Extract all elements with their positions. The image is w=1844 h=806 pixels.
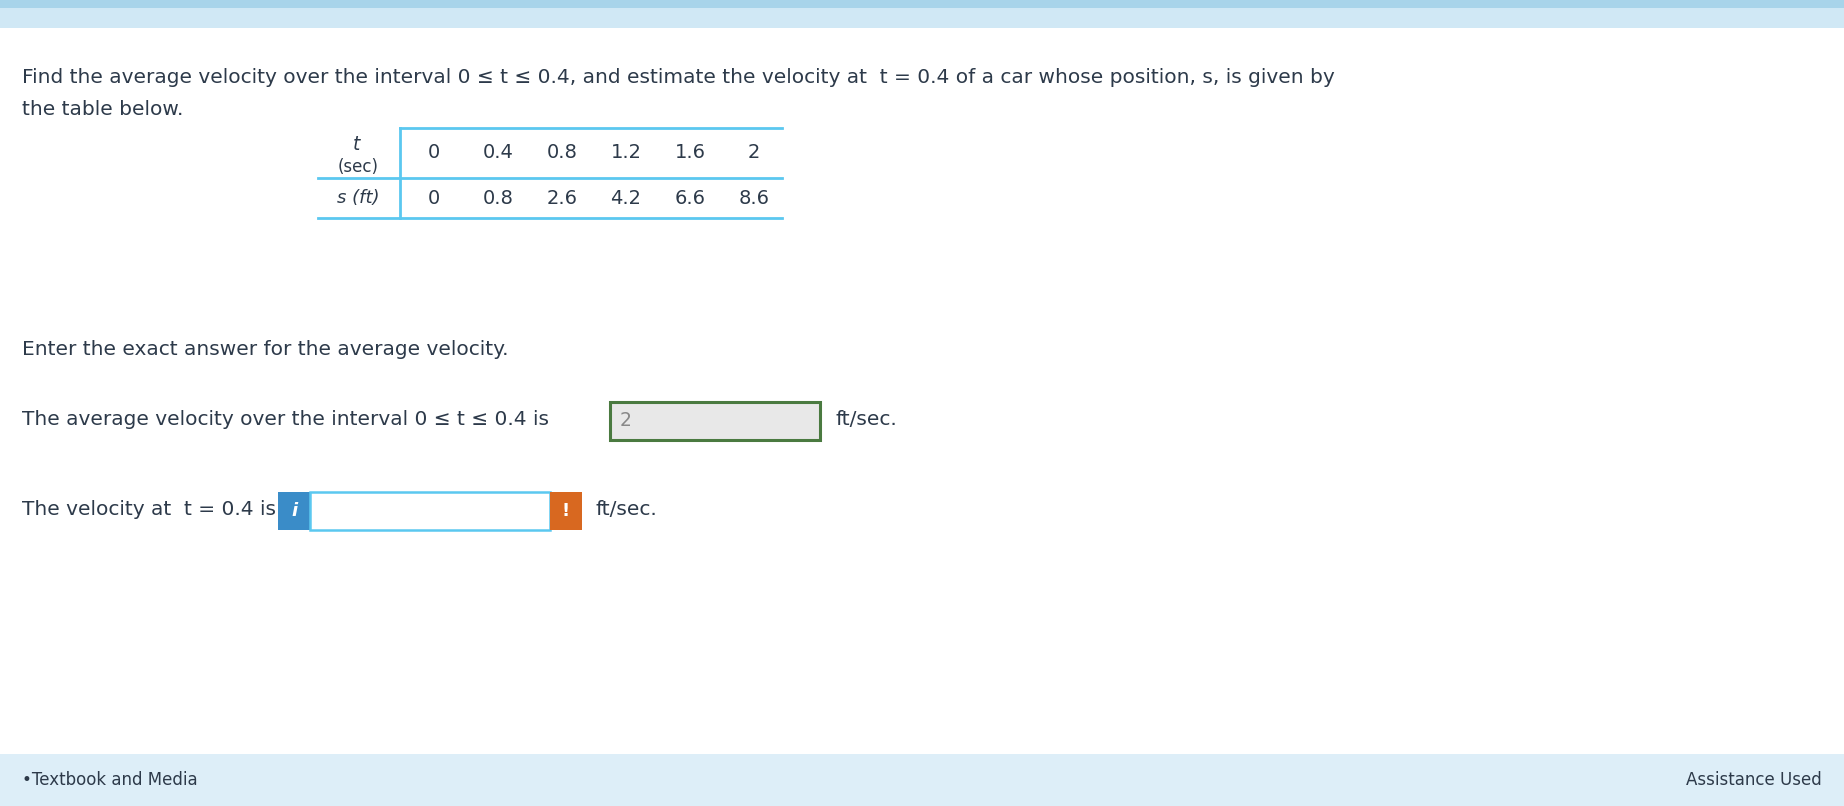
Text: 0: 0 xyxy=(428,189,441,207)
Text: 6.6: 6.6 xyxy=(675,189,706,207)
Bar xyxy=(310,492,550,530)
Text: 1.2: 1.2 xyxy=(610,143,642,163)
Text: the table below.: the table below. xyxy=(22,100,183,119)
Bar xyxy=(610,402,821,440)
Text: 2: 2 xyxy=(749,143,760,163)
Text: Enter the exact answer for the average velocity.: Enter the exact answer for the average v… xyxy=(22,340,509,359)
Text: !: ! xyxy=(562,502,570,520)
Text: The velocity at  t = 0.4 is: The velocity at t = 0.4 is xyxy=(22,500,277,519)
Bar xyxy=(0,0,1844,8)
Text: The average velocity over the interval 0 ≤ t ≤ 0.4 is: The average velocity over the interval 0… xyxy=(22,410,550,429)
Text: 2.6: 2.6 xyxy=(546,189,577,207)
Text: ft/sec.: ft/sec. xyxy=(596,500,658,519)
Text: 2: 2 xyxy=(620,412,632,430)
Text: 0: 0 xyxy=(428,143,441,163)
Text: 8.6: 8.6 xyxy=(738,189,769,207)
Text: 1.6: 1.6 xyxy=(675,143,706,163)
Bar xyxy=(0,754,1844,806)
Text: t: t xyxy=(352,135,360,155)
Bar xyxy=(0,0,1844,28)
Text: ft/sec.: ft/sec. xyxy=(835,410,898,429)
Text: 4.2: 4.2 xyxy=(610,189,642,207)
Bar xyxy=(550,492,583,530)
Text: 0.4: 0.4 xyxy=(483,143,513,163)
Text: 0.8: 0.8 xyxy=(546,143,577,163)
Text: •Textbook and Media: •Textbook and Media xyxy=(22,771,197,789)
Text: (sec): (sec) xyxy=(337,158,378,176)
Text: Find the average velocity over the interval 0 ≤ t ≤ 0.4, and estimate the veloci: Find the average velocity over the inter… xyxy=(22,68,1335,87)
Text: i: i xyxy=(291,502,297,520)
Text: 0.8: 0.8 xyxy=(483,189,513,207)
Bar xyxy=(278,492,310,530)
Bar xyxy=(0,0,1844,8)
Text: Assistance Used: Assistance Used xyxy=(1685,771,1822,789)
Text: s (ft): s (ft) xyxy=(337,189,380,207)
